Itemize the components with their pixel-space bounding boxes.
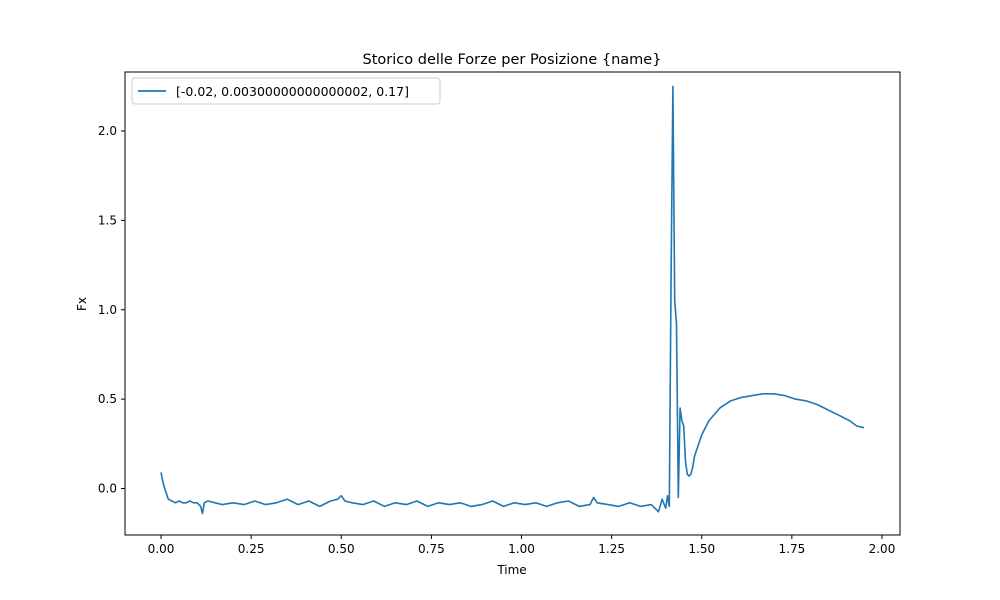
y-tick-label: 1.0 <box>98 303 117 317</box>
chart-title: Storico delle Forze per Posizione {name} <box>363 52 662 68</box>
y-axis: 0.0 0.5 1.0 1.5 2.0 <box>98 124 125 496</box>
legend: [-0.02, 0.00300000000000002, 0.17] <box>131 77 441 105</box>
legend-label: [-0.02, 0.00300000000000002, 0.17] <box>176 84 409 99</box>
axes-frame <box>124 71 901 536</box>
x-tick-label: 1.00 <box>508 542 535 556</box>
x-tick-label: 1.50 <box>688 542 715 556</box>
x-tick-label: 0.00 <box>148 542 175 556</box>
x-tick-label: 1.75 <box>779 542 806 556</box>
y-tick-label: 0.0 <box>98 482 117 496</box>
x-tick-label: 2.00 <box>869 542 896 556</box>
x-axis-label: Time <box>496 563 526 577</box>
y-tick-label: 2.0 <box>98 124 117 138</box>
y-tick-label: 1.5 <box>98 213 117 227</box>
series-line-0 <box>160 85 865 515</box>
plot-area <box>160 85 865 515</box>
x-tick-label: 0.50 <box>328 542 355 556</box>
legend-box <box>131 77 441 105</box>
x-tick-label: 0.25 <box>238 542 265 556</box>
y-axis-label: Fx <box>75 297 89 311</box>
x-tick-label: 1.25 <box>598 542 625 556</box>
y-tick-label: 0.5 <box>98 392 117 406</box>
x-tick-label: 0.75 <box>418 542 445 556</box>
x-axis: 0.00 0.25 0.50 0.75 1.00 1.25 1.50 1.75 2.00 <box>148 535 896 556</box>
